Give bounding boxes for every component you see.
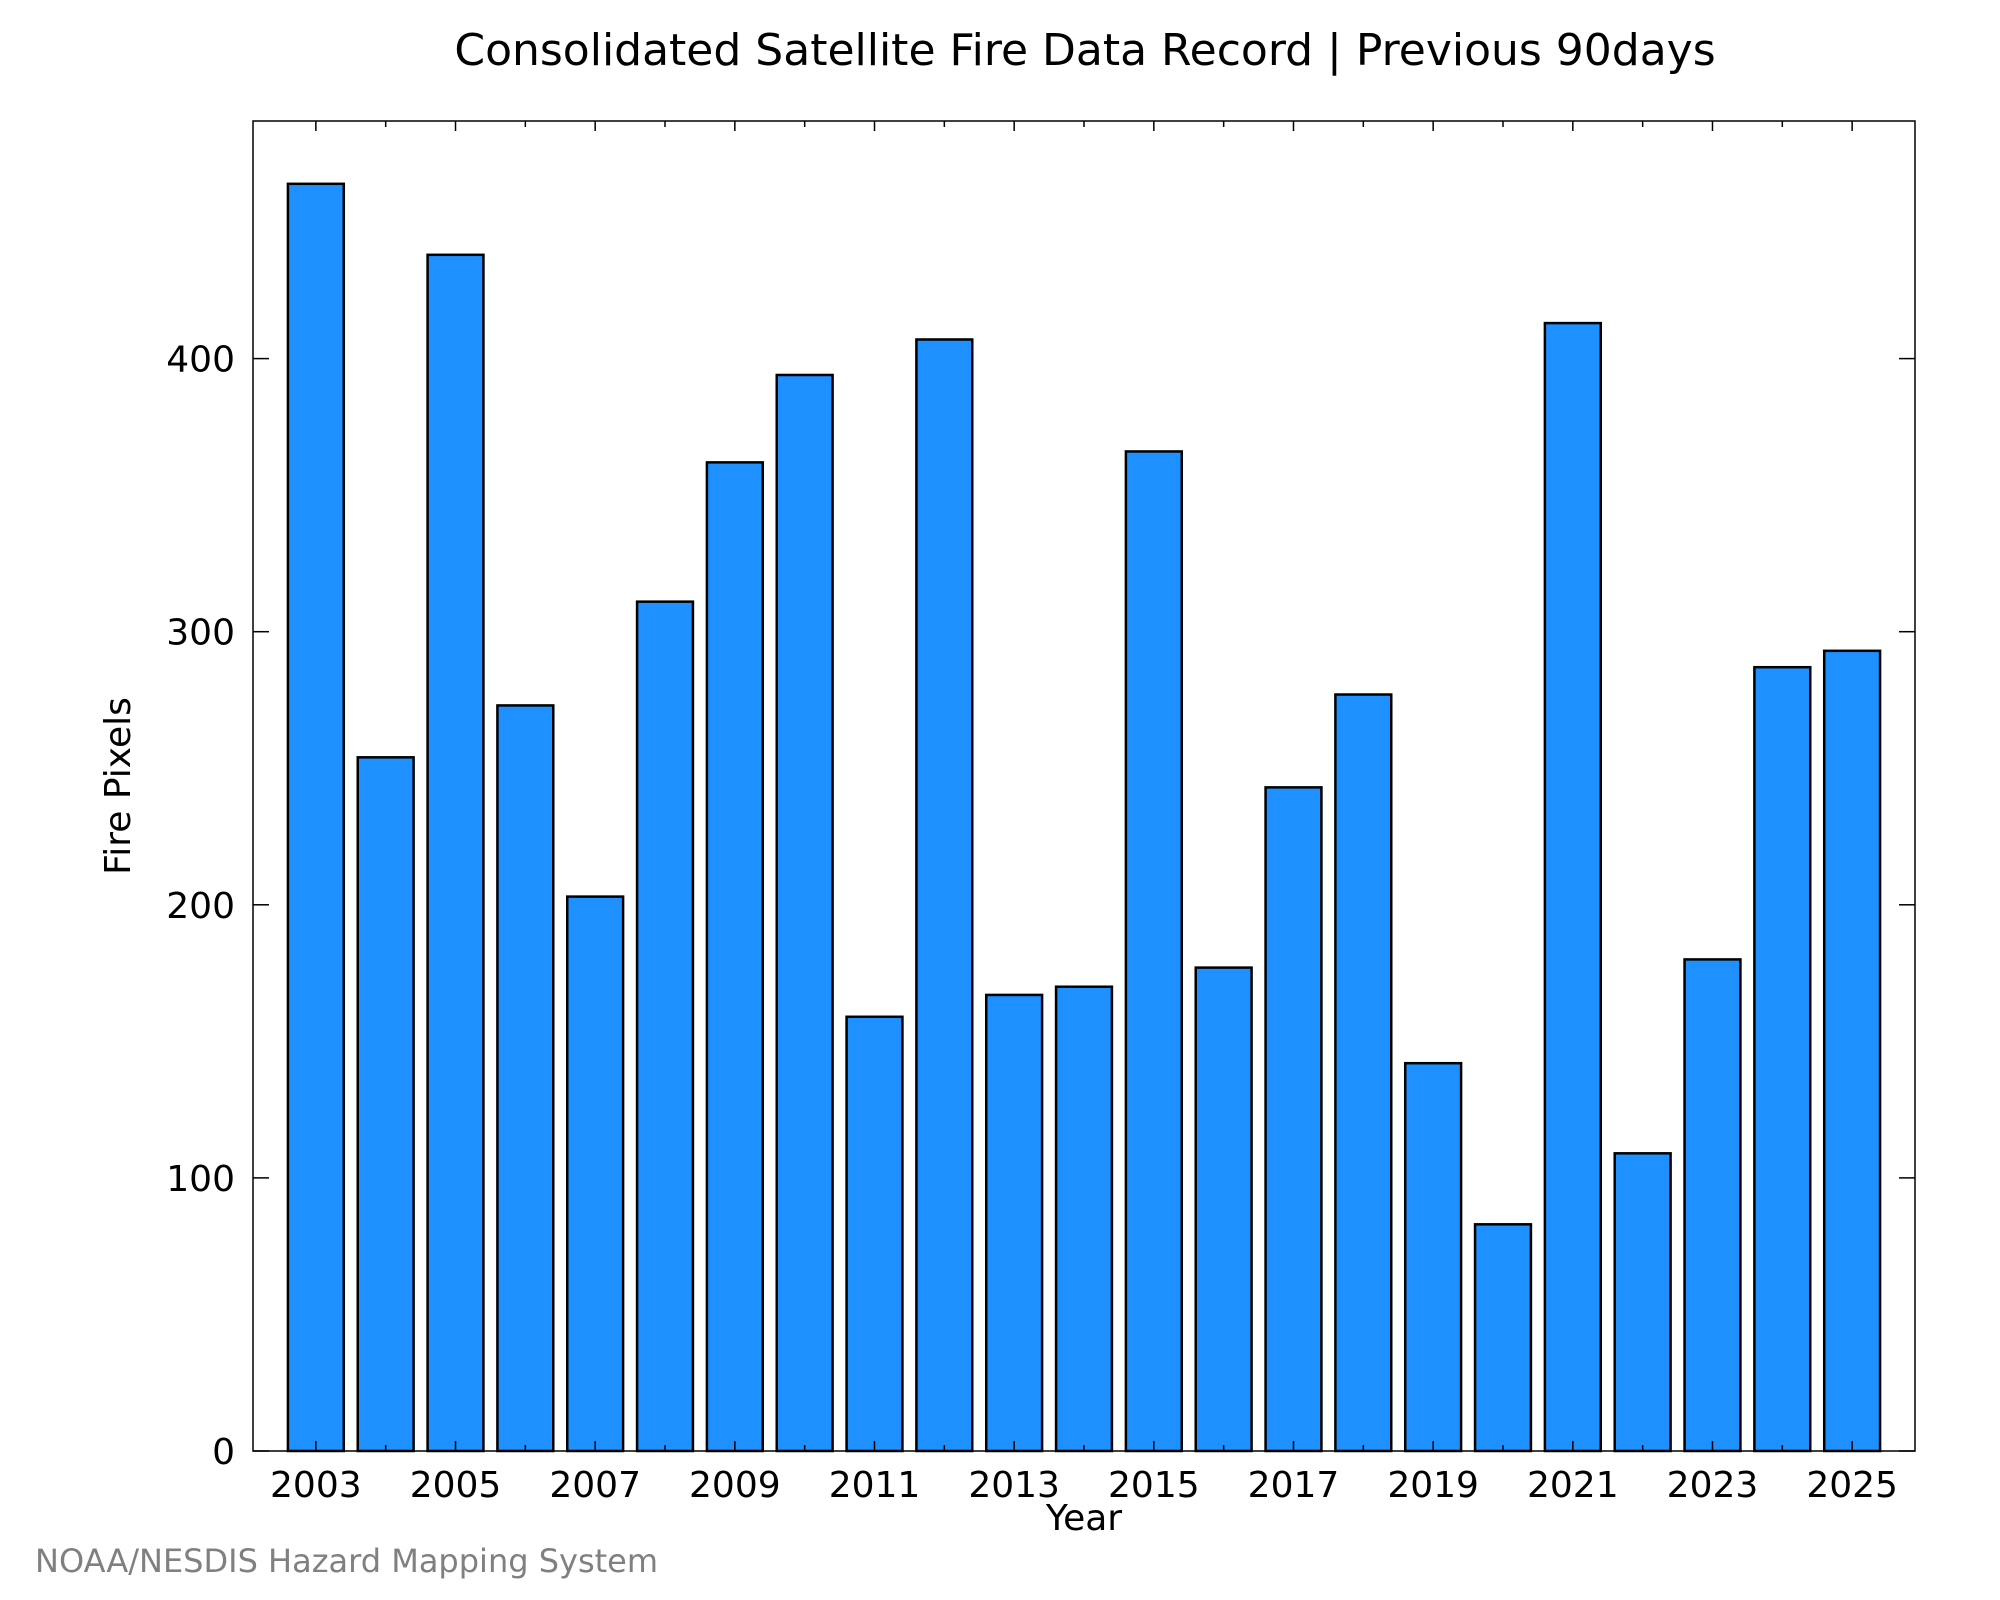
x-tick-label-2023: 2023 bbox=[1667, 1465, 1759, 1506]
bar-2020 bbox=[1473, 1223, 1533, 1453]
bar-2022 bbox=[1613, 1152, 1672, 1453]
bar-2014 bbox=[1054, 985, 1114, 1453]
bar-2006 bbox=[496, 704, 555, 1453]
bar-2003 bbox=[286, 182, 346, 1453]
x-tick-label-2005: 2005 bbox=[410, 1465, 502, 1506]
bar-2019 bbox=[1403, 1061, 1463, 1453]
y-tick-label-100: 100 bbox=[166, 1159, 235, 1200]
bar-2010 bbox=[775, 373, 834, 1453]
bar-2007 bbox=[565, 895, 625, 1453]
x-tick-label-2011: 2011 bbox=[829, 1465, 921, 1506]
source-credit: NOAA/NESDIS Hazard Mapping System bbox=[35, 1542, 658, 1580]
x-tick-label-2021: 2021 bbox=[1527, 1465, 1619, 1506]
bar-2016 bbox=[1194, 966, 1253, 1453]
x-tick-label-2025: 2025 bbox=[1806, 1465, 1898, 1506]
bar-2017 bbox=[1264, 786, 1323, 1453]
x-axis-label: Year bbox=[1045, 1498, 1122, 1539]
bar-2011 bbox=[845, 1015, 904, 1453]
chart-title: Consolidated Satellite Fire Data Record … bbox=[454, 25, 1715, 76]
bar-2021 bbox=[1543, 321, 1603, 1453]
bar-2004 bbox=[356, 756, 415, 1453]
bar-2024 bbox=[1753, 665, 1812, 1453]
y-tick-label-400: 400 bbox=[166, 340, 235, 381]
x-tick-label-2015: 2015 bbox=[1108, 1465, 1200, 1506]
bar-2009 bbox=[705, 461, 765, 1453]
y-tick-label-200: 200 bbox=[166, 886, 235, 927]
x-tick-label-2009: 2009 bbox=[689, 1465, 781, 1506]
bar-2008 bbox=[635, 600, 695, 1453]
bar-2013 bbox=[984, 993, 1044, 1453]
x-tick-label-2007: 2007 bbox=[549, 1465, 641, 1506]
bars-group bbox=[286, 182, 1882, 1453]
bar-2023 bbox=[1683, 958, 1742, 1453]
ticks-group: 2003 2005 2007 2009 2011 2013 2015 2017 2019 2021… bbox=[166, 121, 1915, 1506]
bar-2015 bbox=[1124, 450, 1184, 1453]
bar-2018 bbox=[1334, 693, 1393, 1453]
x-tick-label-2013: 2013 bbox=[968, 1465, 1060, 1506]
bar-2025 bbox=[1822, 649, 1882, 1453]
bar-2012 bbox=[915, 338, 974, 1453]
y-tick-label-0: 0 bbox=[212, 1432, 235, 1473]
x-tick-label-2019: 2019 bbox=[1387, 1465, 1479, 1506]
bar-2005 bbox=[426, 253, 485, 1453]
x-tick-label-2003: 2003 bbox=[270, 1465, 362, 1506]
y-tick-label-300: 300 bbox=[166, 613, 235, 654]
y-axis-label: Fire Pixels bbox=[98, 697, 139, 875]
x-tick-label-2017: 2017 bbox=[1248, 1465, 1340, 1506]
